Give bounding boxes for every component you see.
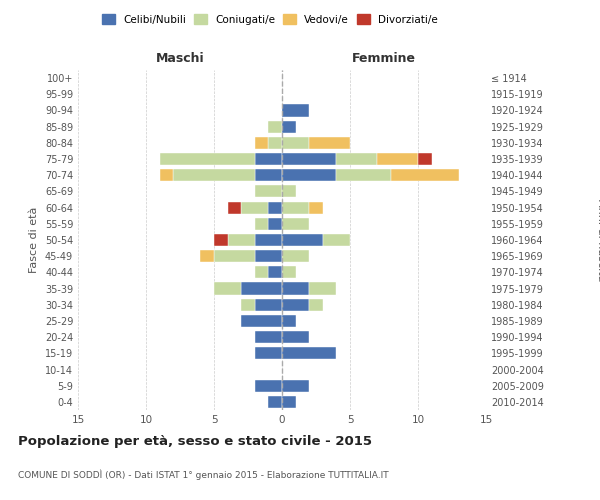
Bar xyxy=(214,250,255,262)
Text: Femmine: Femmine xyxy=(352,52,416,65)
Bar xyxy=(268,137,282,149)
Bar xyxy=(214,234,227,246)
Bar xyxy=(391,169,459,181)
Bar xyxy=(282,266,296,278)
Bar xyxy=(282,282,309,294)
Bar xyxy=(200,250,214,262)
Bar xyxy=(282,169,337,181)
Bar xyxy=(255,234,282,246)
Bar xyxy=(309,137,350,149)
Bar xyxy=(241,282,282,294)
Text: Popolazione per età, sesso e stato civile - 2015: Popolazione per età, sesso e stato civil… xyxy=(18,435,372,448)
Text: COMUNE DI SODDÌ (OR) - Dati ISTAT 1° gennaio 2015 - Elaborazione TUTTITALIA.IT: COMUNE DI SODDÌ (OR) - Dati ISTAT 1° gen… xyxy=(18,470,389,480)
Bar xyxy=(255,169,282,181)
Bar xyxy=(255,298,282,311)
Bar xyxy=(255,331,282,343)
Bar xyxy=(309,298,323,311)
Bar xyxy=(282,396,296,408)
Bar xyxy=(282,331,309,343)
Bar xyxy=(160,169,173,181)
Bar xyxy=(418,153,431,165)
Text: Maschi: Maschi xyxy=(155,52,205,65)
Bar xyxy=(268,120,282,132)
Bar xyxy=(282,315,296,327)
Bar xyxy=(255,186,282,198)
Bar xyxy=(282,298,309,311)
Bar xyxy=(255,266,268,278)
Bar xyxy=(282,218,309,230)
Bar xyxy=(255,250,282,262)
Bar xyxy=(255,218,268,230)
Bar xyxy=(282,153,337,165)
Bar xyxy=(173,169,255,181)
Bar xyxy=(214,282,241,294)
Bar xyxy=(255,137,268,149)
Bar xyxy=(268,202,282,213)
Bar xyxy=(255,348,282,360)
Bar xyxy=(241,315,282,327)
Bar xyxy=(309,202,323,213)
Bar xyxy=(377,153,418,165)
Y-axis label: Anni di nascita: Anni di nascita xyxy=(596,198,600,281)
Y-axis label: Fasce di età: Fasce di età xyxy=(29,207,39,273)
Bar xyxy=(227,234,255,246)
Bar xyxy=(337,153,377,165)
Bar xyxy=(268,266,282,278)
Bar xyxy=(309,282,337,294)
Bar xyxy=(268,396,282,408)
Bar xyxy=(282,120,296,132)
Bar xyxy=(255,153,282,165)
Bar xyxy=(227,202,241,213)
Bar xyxy=(282,137,309,149)
Bar xyxy=(282,250,309,262)
Bar xyxy=(268,218,282,230)
Bar xyxy=(241,298,255,311)
Bar xyxy=(337,169,391,181)
Bar xyxy=(282,202,309,213)
Bar xyxy=(241,202,268,213)
Bar xyxy=(282,380,309,392)
Bar xyxy=(282,104,309,117)
Bar xyxy=(323,234,350,246)
Bar xyxy=(282,186,296,198)
Bar xyxy=(282,234,323,246)
Bar xyxy=(255,380,282,392)
Bar xyxy=(282,348,337,360)
Legend: Celibi/Nubili, Coniugati/e, Vedovi/e, Divorziati/e: Celibi/Nubili, Coniugati/e, Vedovi/e, Di… xyxy=(98,10,442,29)
Bar xyxy=(160,153,255,165)
